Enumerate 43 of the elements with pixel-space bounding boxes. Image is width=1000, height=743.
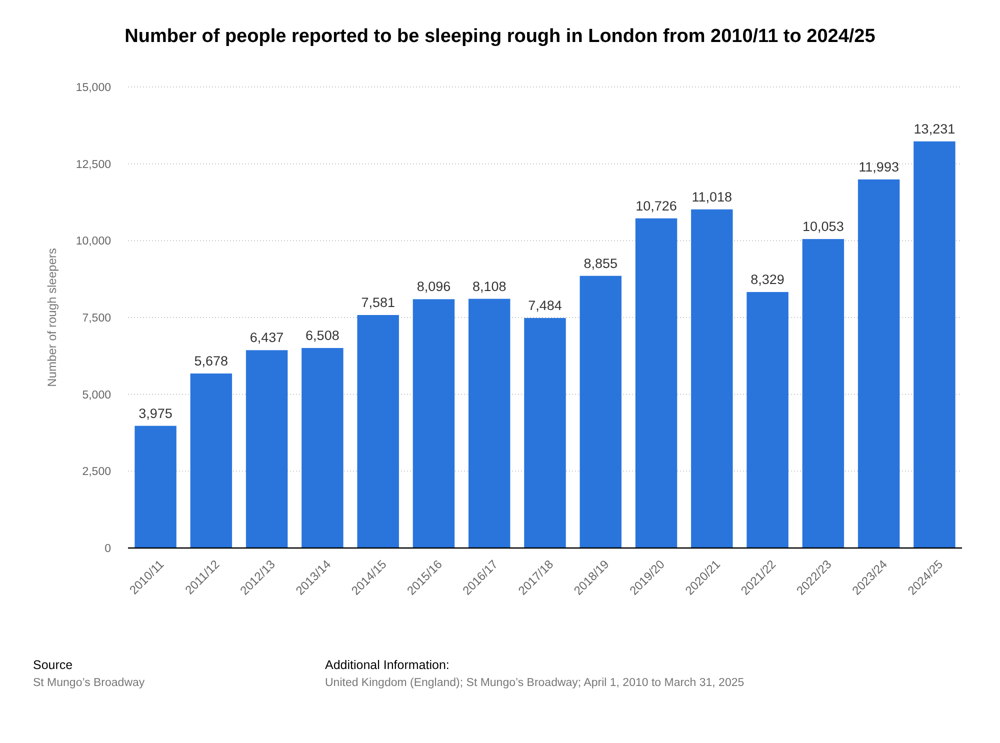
data-label: 8,855 — [584, 256, 618, 271]
y-tick-label: 12,500 — [76, 158, 111, 171]
bar — [246, 350, 288, 548]
bar — [524, 318, 566, 548]
bar — [580, 276, 622, 548]
data-label: 6,437 — [250, 330, 284, 346]
data-label: 8,096 — [416, 279, 451, 294]
bar — [802, 239, 844, 548]
data-label: 10,726 — [636, 198, 677, 214]
data-label: 3,975 — [138, 406, 172, 421]
text: St Mungo’s Broadway — [33, 677, 145, 689]
data-label: 13,231 — [914, 121, 956, 136]
bar — [412, 299, 455, 548]
data-label: 11,993 — [858, 159, 899, 174]
bar — [357, 315, 399, 548]
bar — [134, 426, 176, 548]
data-label: 7,484 — [528, 298, 562, 313]
text: Source — [33, 658, 73, 672]
bar — [635, 218, 678, 548]
data-label: 8,329 — [750, 272, 784, 288]
y-tick-label: 15,000 — [76, 82, 111, 94]
y-tick-label: 2,500 — [82, 466, 111, 478]
text: United Kingdom (England); St Mungo’s Broadway; April 1, 2010 to March 31, 2025 — [325, 677, 744, 689]
y-tick-label: 10,000 — [76, 236, 111, 248]
bar — [914, 141, 956, 548]
data-label: 7,581 — [361, 295, 395, 310]
data-label: 8,108 — [472, 278, 506, 294]
bar — [746, 292, 788, 548]
data-label: 10,053 — [802, 219, 844, 234]
bar — [858, 179, 900, 548]
chart-title: Number of people reported to be sleeping rough in London from 2010/11 to 2024/25 — [124, 26, 876, 47]
text: Additional Information: — [325, 658, 450, 672]
data-label: 5,678 — [194, 353, 228, 368]
y-tick-label: 0 — [104, 543, 111, 556]
data-label: 6,508 — [306, 328, 340, 343]
data-label: 11,018 — [692, 189, 732, 204]
bar — [302, 348, 344, 548]
bar — [468, 298, 510, 548]
y-tick-label: 5,000 — [82, 389, 111, 402]
y-axis-title: Number of rough sleepers — [45, 248, 59, 387]
bar — [190, 373, 232, 548]
bar — [691, 209, 733, 548]
y-tick-label: 7,500 — [82, 312, 111, 325]
